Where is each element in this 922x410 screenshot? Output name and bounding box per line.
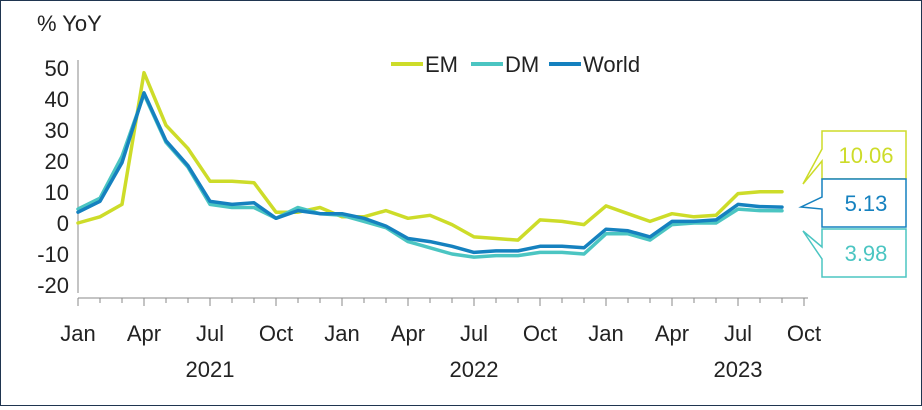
y-tick-label: 50 — [45, 56, 69, 81]
legend-label-em: EM — [425, 52, 458, 77]
callout-value-dm: 3.98 — [845, 241, 888, 266]
x-tick-label: Apr — [655, 321, 689, 346]
x-tick-label: Apr — [391, 321, 425, 346]
x-tick-label: Apr — [127, 321, 161, 346]
legend-label-dm: DM — [505, 52, 539, 77]
y-tick-label: 30 — [45, 118, 69, 143]
series-line-em — [76, 70, 784, 242]
y-tick-label: -20 — [37, 273, 69, 298]
legend-label-world: World — [583, 52, 640, 77]
axes: 50 40 30 20 10 0 -10 -20 Jan Apr Jul Oct Jan Apr Jul Oc… — [37, 56, 821, 382]
x-tick-label: Jul — [724, 321, 752, 346]
y-tick-label: 0 — [57, 211, 69, 236]
callout-box-world — [798, 178, 907, 228]
x-tick-label: Jan — [60, 321, 95, 346]
year-label: 2023 — [714, 357, 763, 382]
series-line-world — [76, 91, 784, 255]
series-lines — [76, 70, 784, 259]
x-tick-label: Jul — [196, 321, 224, 346]
year-label: 2022 — [450, 357, 499, 382]
end-value-callouts: 10.06 5.13 3.98 — [798, 130, 907, 278]
legend: EM DM World — [391, 52, 640, 77]
x-tick-label: Oct — [787, 321, 821, 346]
x-tick-label: Jan — [588, 321, 623, 346]
x-tick-label: Jan — [324, 321, 359, 346]
callout-value-world: 5.13 — [845, 191, 888, 216]
y-tick-label: -10 — [37, 242, 69, 267]
callout-box-dm — [802, 228, 907, 278]
callout-value-em: 10.06 — [838, 143, 893, 168]
y-tick-label: 40 — [45, 87, 69, 112]
callout-box-em — [802, 130, 907, 185]
series-line-dm — [76, 92, 784, 259]
x-tick-label: Oct — [523, 321, 557, 346]
x-tick-label: Oct — [259, 321, 293, 346]
y-axis-title: % YoY — [37, 11, 102, 36]
year-label: 2021 — [186, 357, 235, 382]
y-tick-label: 10 — [45, 180, 69, 205]
x-tick-label: Jul — [460, 321, 488, 346]
y-tick-label: 20 — [45, 149, 69, 174]
